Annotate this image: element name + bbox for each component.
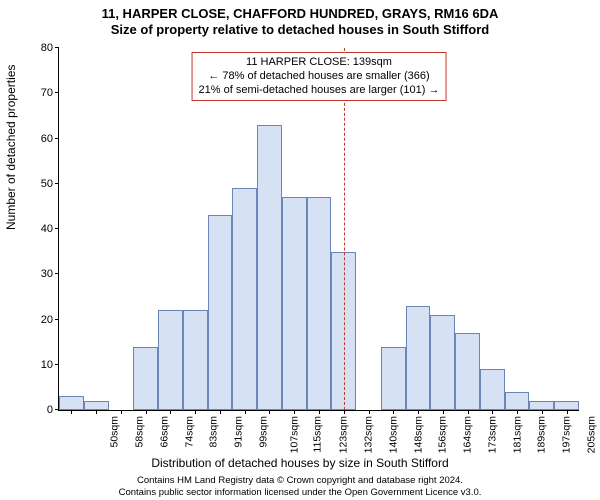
x-tick-label: 74sqm: [181, 416, 195, 448]
bars-container: [59, 48, 579, 410]
histogram-bar: [232, 188, 257, 410]
histogram-bar: [406, 306, 431, 410]
x-tick-mark: [492, 410, 493, 414]
y-tick-mark: [55, 319, 59, 320]
histogram-bar: [430, 315, 455, 410]
x-tick-label: 181sqm: [509, 416, 523, 453]
histogram-bar: [84, 401, 109, 410]
x-tick-mark: [319, 410, 320, 414]
x-tick-mark: [369, 410, 370, 414]
x-tick-label: 140sqm: [385, 416, 399, 453]
x-tick-label: 164sqm: [459, 416, 473, 453]
reference-line: [344, 48, 345, 410]
x-tick-mark: [468, 410, 469, 414]
y-tick-mark: [55, 92, 59, 93]
x-tick-label: 99sqm: [255, 416, 269, 448]
x-tick-mark: [146, 410, 147, 414]
x-tick-mark: [567, 410, 568, 414]
x-tick-label: 50sqm: [107, 416, 121, 448]
histogram-bar: [158, 310, 183, 410]
x-tick-label: 156sqm: [435, 416, 449, 453]
x-axis-label: Distribution of detached houses by size …: [0, 456, 600, 470]
x-tick-mark: [121, 410, 122, 414]
y-tick-label: 80: [41, 42, 59, 54]
footer-line-1: Contains HM Land Registry data © Crown c…: [0, 475, 600, 486]
x-tick-label: 205sqm: [583, 416, 597, 453]
y-axis-label: Number of detached properties: [4, 65, 18, 230]
x-tick-label: 197sqm: [558, 416, 572, 453]
y-tick-label: 10: [41, 359, 59, 371]
y-tick-label: 20: [41, 314, 59, 326]
y-tick-label: 70: [41, 87, 59, 99]
y-tick-label: 40: [41, 223, 59, 235]
annotation-line-2: ← 78% of detached houses are smaller (36…: [199, 70, 440, 84]
histogram-bar: [480, 369, 505, 410]
y-tick-label: 60: [41, 133, 59, 145]
x-tick-label: 83sqm: [206, 416, 220, 448]
histogram-bar: [183, 310, 208, 410]
x-tick-label: 148sqm: [410, 416, 424, 453]
y-tick-mark: [55, 364, 59, 365]
histogram-bar: [505, 392, 530, 410]
histogram-bar: [554, 401, 579, 410]
annotation-box: 11 HARPER CLOSE: 139sqm ← 78% of detache…: [192, 52, 447, 101]
x-tick-mark: [344, 410, 345, 414]
x-tick-mark: [269, 410, 270, 414]
x-tick-mark: [542, 410, 543, 414]
x-tick-label: 115sqm: [310, 416, 324, 453]
histogram-bar: [282, 197, 307, 410]
histogram-bar: [529, 401, 554, 410]
histogram-bar: [133, 347, 158, 410]
histogram-bar: [59, 396, 84, 410]
x-tick-label: 123sqm: [336, 416, 350, 453]
y-tick-label: 0: [47, 404, 59, 416]
y-tick-mark: [55, 228, 59, 229]
y-tick-label: 30: [41, 268, 59, 280]
y-tick-mark: [55, 409, 59, 410]
x-tick-mark: [170, 410, 171, 414]
x-tick-mark: [220, 410, 221, 414]
x-tick-label: 58sqm: [132, 416, 146, 448]
x-tick-label: 66sqm: [156, 416, 170, 448]
histogram-bar: [455, 333, 480, 410]
y-tick-mark: [55, 273, 59, 274]
y-tick-mark: [55, 47, 59, 48]
x-tick-label: 132sqm: [360, 416, 374, 453]
histogram-bar: [257, 125, 282, 410]
y-tick-mark: [55, 183, 59, 184]
x-tick-mark: [195, 410, 196, 414]
annotation-line-1: 11 HARPER CLOSE: 139sqm: [199, 56, 440, 70]
annotation-line-3: 21% of semi-detached houses are larger (…: [199, 84, 440, 98]
title-line-2: Size of property relative to detached ho…: [0, 22, 600, 38]
x-tick-mark: [96, 410, 97, 414]
x-tick-mark: [245, 410, 246, 414]
x-tick-label: 173sqm: [484, 416, 498, 453]
footer-attribution: Contains HM Land Registry data © Crown c…: [0, 475, 600, 498]
title-line-1: 11, HARPER CLOSE, CHAFFORD HUNDRED, GRAY…: [0, 0, 600, 22]
chart-plot-area: 11 HARPER CLOSE: 139sqm ← 78% of detache…: [58, 48, 579, 411]
histogram-bar: [381, 347, 406, 410]
x-tick-label: 91sqm: [231, 416, 245, 448]
x-tick-label: 189sqm: [534, 416, 548, 453]
histogram-bar: [307, 197, 332, 410]
x-tick-mark: [71, 410, 72, 414]
y-tick-label: 50: [41, 178, 59, 190]
x-tick-mark: [294, 410, 295, 414]
histogram-bar: [208, 215, 233, 410]
footer-line-2: Contains public sector information licen…: [0, 487, 600, 498]
x-tick-label: 107sqm: [286, 416, 300, 453]
y-tick-mark: [55, 138, 59, 139]
x-tick-mark: [443, 410, 444, 414]
x-tick-mark: [418, 410, 419, 414]
x-tick-mark: [393, 410, 394, 414]
x-tick-mark: [517, 410, 518, 414]
